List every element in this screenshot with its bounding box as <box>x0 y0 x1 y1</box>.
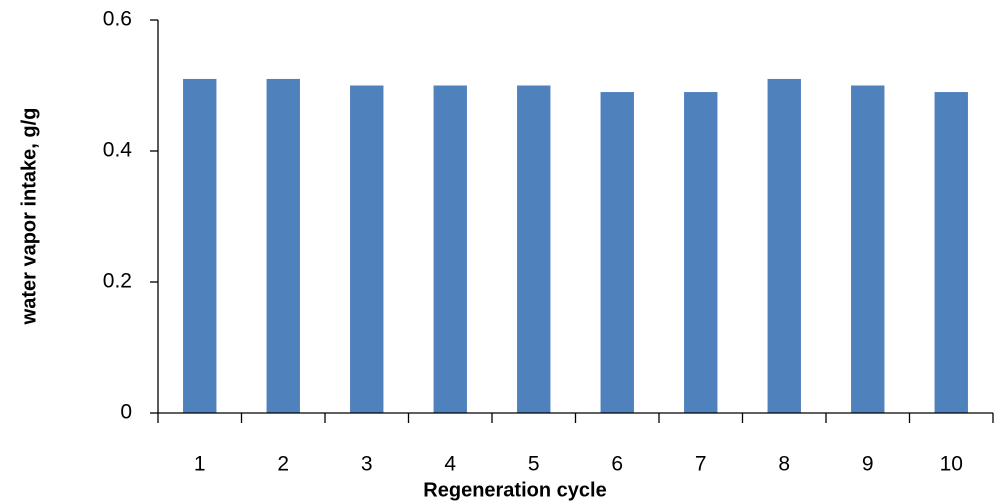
x-tick-label: 1 <box>194 453 206 476</box>
y-tick-label: 0.4 <box>103 139 133 162</box>
x-tick-label: 8 <box>778 453 790 476</box>
x-tick-label: 6 <box>611 453 623 476</box>
x-tick-label: 7 <box>695 453 707 476</box>
bar <box>350 85 384 413</box>
y-tick-label: 0 <box>120 401 132 424</box>
x-tick-label: 10 <box>940 453 963 476</box>
x-tick-label: 3 <box>361 453 373 476</box>
bar <box>684 92 718 414</box>
x-tick-label: 9 <box>862 453 874 476</box>
y-axis-label: water vapor intake, g/g <box>18 108 40 326</box>
y-tick-label: 0.6 <box>103 8 132 31</box>
bar <box>266 78 300 413</box>
bar <box>600 92 634 414</box>
bar <box>851 85 885 413</box>
x-tick-label: 2 <box>277 453 289 476</box>
bar <box>183 78 217 413</box>
bar <box>934 92 968 414</box>
bar <box>433 85 467 413</box>
bar <box>767 78 801 413</box>
bar <box>517 85 551 413</box>
x-axis-label: Regeneration cycle <box>423 479 606 501</box>
x-tick-label: 4 <box>444 453 456 476</box>
y-tick-label: 0.2 <box>103 270 132 293</box>
x-tick-label: 5 <box>528 453 540 476</box>
